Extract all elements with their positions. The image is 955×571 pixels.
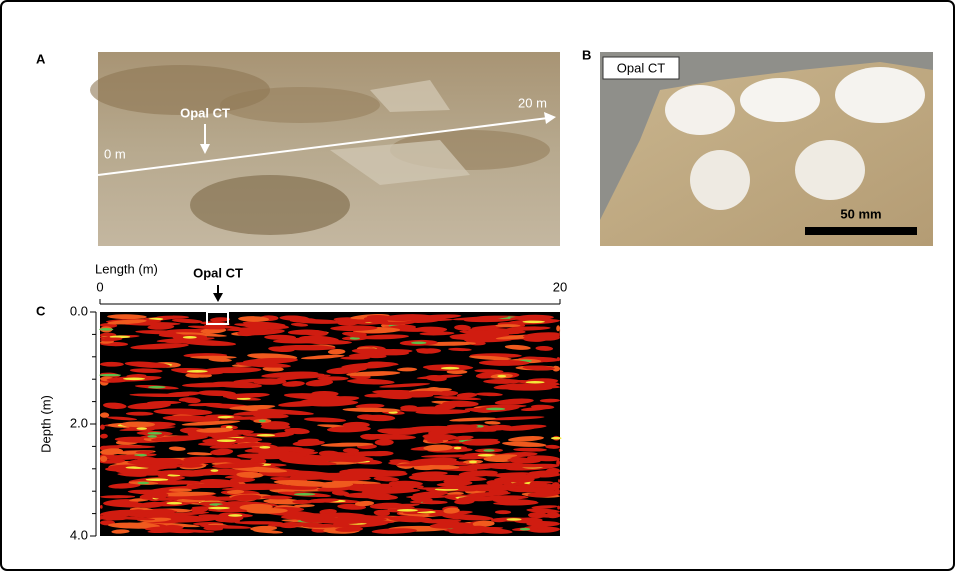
reflection-strong <box>454 447 462 450</box>
annotation: Opal CT <box>180 105 230 120</box>
panel-label: A <box>36 51 46 66</box>
reflection-strong <box>167 502 183 505</box>
reflection-strong <box>441 367 459 370</box>
reflection-strong <box>99 374 121 377</box>
reflection-strong <box>137 482 149 485</box>
x-axis-label: Length (m) <box>95 261 158 276</box>
reflection-strong <box>522 320 544 323</box>
reflection-strong <box>294 493 315 496</box>
reflection-strong <box>486 408 505 411</box>
reflection-strong <box>187 370 208 373</box>
reflection-strong <box>208 507 230 510</box>
reflection-strong <box>259 420 266 423</box>
reflection <box>317 376 348 380</box>
reflection-strong <box>506 518 522 521</box>
field-photo <box>90 52 560 246</box>
annotation: Opal CT <box>617 60 665 75</box>
annotation: Opal CT <box>193 265 243 280</box>
reflection-strong <box>147 432 161 435</box>
panel-label: B <box>582 47 591 62</box>
x-tick-label: 20 <box>553 279 567 294</box>
reflection-strong <box>228 514 242 517</box>
reflection-strong <box>123 377 145 380</box>
reflection-strong <box>520 528 530 531</box>
reflection-strong <box>217 439 236 442</box>
reflection-strong <box>146 478 169 481</box>
reflection <box>546 512 560 518</box>
y-tick-label: 4.0 <box>70 527 88 542</box>
reflection-strong <box>411 342 426 345</box>
y-axis-label: Depth (m) <box>38 395 53 453</box>
figure: A Opal CT 0 m 20 m B Opal CT 50 mm C Len… <box>0 0 955 571</box>
reflection-strong <box>497 375 506 378</box>
reflection-strong <box>211 469 219 472</box>
x-tick-label: 0 <box>96 279 103 294</box>
scale-label: 50 mm <box>840 206 881 221</box>
reflection-strong <box>257 434 275 437</box>
reflection-strong <box>551 437 562 440</box>
panel-label: C <box>36 303 46 318</box>
end-label: 20 m <box>518 95 547 110</box>
reflection-strong <box>183 336 197 339</box>
reflection-strong <box>397 509 418 512</box>
reflection <box>100 505 103 509</box>
reflection-strong <box>526 381 545 384</box>
sample-photo <box>600 52 933 246</box>
reflection-strong <box>483 449 494 452</box>
reflection-strong <box>136 427 147 430</box>
reflection-strong <box>99 328 113 331</box>
y-tick-label: 0.0 <box>70 303 88 318</box>
start-label: 0 m <box>104 146 126 161</box>
reflection-strong <box>148 386 166 389</box>
reflection-strong <box>147 435 157 438</box>
radargram <box>99 312 562 536</box>
y-tick-label: 2.0 <box>70 415 88 430</box>
reflection-strong <box>469 461 477 464</box>
